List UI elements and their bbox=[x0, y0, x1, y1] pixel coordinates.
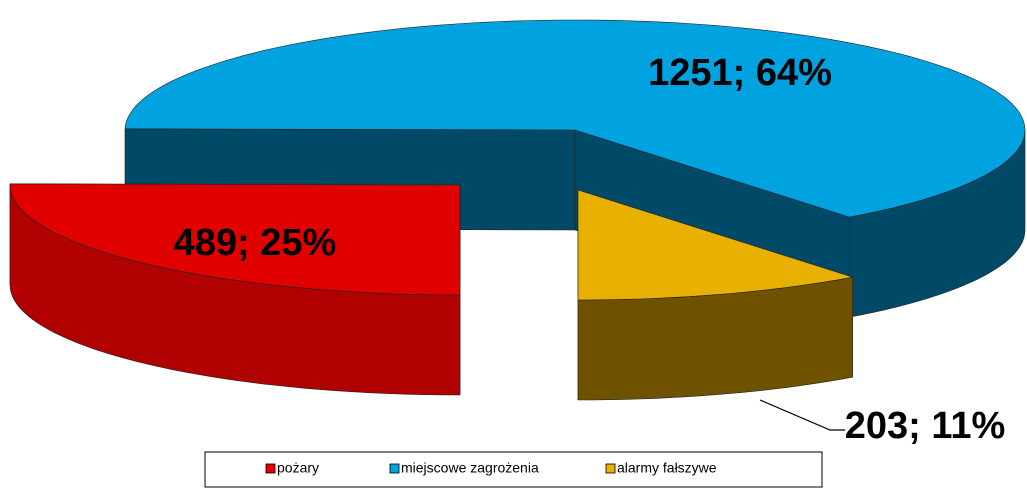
value-label: 1251; 64% bbox=[648, 52, 832, 94]
legend-label: alarmy fałszywe bbox=[617, 460, 717, 476]
value-label: 203; 11% bbox=[845, 405, 1006, 447]
slice-top bbox=[124, 19, 1026, 218]
slice-top bbox=[577, 189, 853, 301]
slice-top bbox=[9, 183, 461, 296]
legend-swatch bbox=[265, 463, 276, 474]
legend-swatch bbox=[389, 463, 400, 474]
legend-label: miejscowe zagrożenia bbox=[401, 460, 539, 476]
value-label: 489; 25% bbox=[174, 222, 337, 264]
legend-label: pożary bbox=[277, 460, 319, 476]
legend-box bbox=[204, 451, 823, 488]
leader-line bbox=[759, 399, 845, 431]
legend-swatch bbox=[605, 463, 616, 474]
